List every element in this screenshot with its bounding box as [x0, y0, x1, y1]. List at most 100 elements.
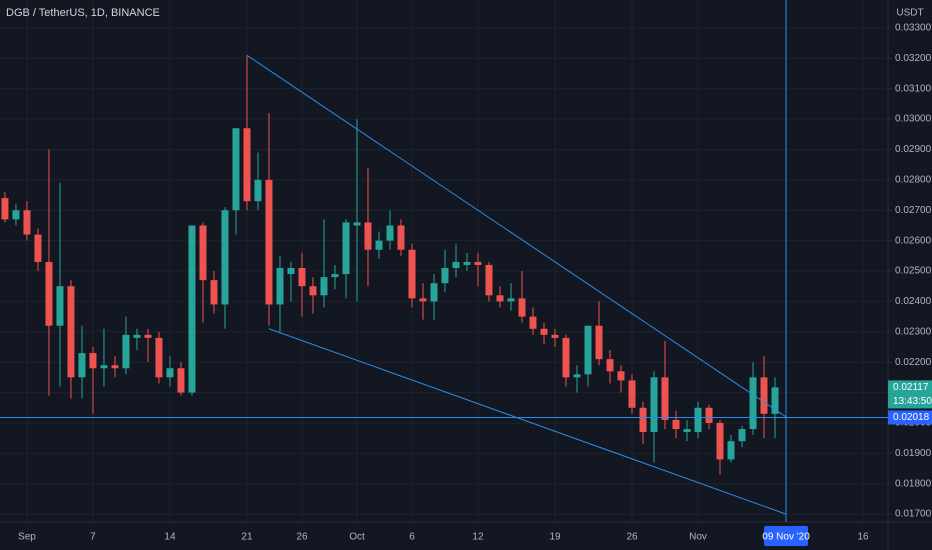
- candle-body: [551, 334, 559, 338]
- x-tick-label: 16: [857, 532, 869, 543]
- y-tick-label: 0.03200: [895, 53, 932, 64]
- candle-body: [573, 374, 581, 378]
- candle-body: [144, 334, 152, 338]
- candle-body: [529, 316, 537, 329]
- candle-body: [199, 225, 207, 281]
- candle-body: [419, 298, 427, 302]
- x-tick-label: 7: [90, 532, 96, 543]
- y-tick-label: 0.02200: [895, 357, 932, 368]
- candle-body: [89, 353, 97, 369]
- candle-body: [34, 234, 42, 262]
- candle-body: [617, 371, 625, 381]
- countdown-label: 13:43:50: [893, 396, 932, 407]
- candle-body: [287, 267, 295, 275]
- candle-body: [221, 210, 229, 305]
- candle-body: [254, 179, 262, 202]
- y-tick-label: 0.01800: [895, 478, 932, 489]
- y-tick-label: 0.02700: [895, 205, 932, 216]
- y-tick-label: 0.03000: [895, 114, 932, 125]
- candle-body: [584, 325, 592, 375]
- y-tick-label: 0.02400: [895, 296, 932, 307]
- candle-body: [133, 334, 141, 338]
- candle-body: [650, 377, 658, 433]
- x-tick-label: Sep: [18, 532, 36, 543]
- price-line-box: [888, 410, 932, 425]
- candle-body: [408, 249, 416, 299]
- y-tick-label: 0.02300: [895, 326, 932, 337]
- candle-body: [705, 407, 713, 423]
- candle-body: [298, 267, 306, 287]
- candle-body: [760, 377, 768, 414]
- candle-body: [683, 429, 691, 433]
- x-tick-label: 26: [296, 532, 308, 543]
- y-tick-label: 0.03300: [895, 23, 932, 34]
- candle-body: [452, 261, 460, 268]
- candle-body: [595, 325, 603, 360]
- candle-body: [441, 267, 449, 284]
- candle-body: [474, 261, 482, 265]
- candle-body: [309, 286, 317, 296]
- chart-title: DGB / TetherUS, 1D, BINANCE: [6, 7, 160, 19]
- candle-body: [210, 280, 218, 305]
- x-tick-label: Nov: [689, 532, 707, 543]
- candle-body: [727, 441, 735, 460]
- candle-body: [320, 277, 328, 296]
- candle-body: [771, 387, 779, 414]
- candle-body: [56, 286, 64, 326]
- candle-body: [23, 210, 31, 235]
- candle-body: [276, 267, 284, 305]
- candle-body: [694, 407, 702, 433]
- candle-body: [111, 365, 119, 369]
- x-tick-label: 12: [472, 532, 484, 543]
- candle-body: [716, 422, 724, 460]
- trendline: [268, 328, 787, 515]
- candle-body: [188, 225, 196, 393]
- candle-body: [375, 240, 383, 250]
- candle-body: [265, 179, 273, 305]
- candle-body: [353, 222, 361, 226]
- candle-body: [67, 286, 75, 378]
- candle-body: [397, 225, 405, 250]
- candle-body: [672, 419, 680, 430]
- candle-body: [430, 283, 438, 302]
- crosshair-date-box: [764, 526, 809, 546]
- candle-body: [243, 128, 251, 202]
- candle-body: [12, 210, 20, 220]
- last-price-box: [888, 380, 932, 395]
- candle-body: [661, 377, 669, 420]
- price-line-label: 0.02018: [893, 412, 930, 423]
- candle-body: [386, 225, 394, 241]
- last-price-label: 0.02117: [893, 382, 929, 393]
- candle-body: [166, 368, 174, 378]
- candle-body: [606, 359, 614, 372]
- candle-body: [507, 298, 515, 302]
- y-tick-label: 0.03100: [895, 83, 932, 94]
- y-tick-label: 0.02800: [895, 175, 932, 186]
- y-tick-label: 0.02500: [895, 266, 932, 277]
- candle-body: [342, 222, 350, 275]
- y-tick-label: 0.02900: [895, 144, 932, 155]
- candle-body: [463, 261, 471, 265]
- candle-body: [639, 407, 647, 433]
- x-tick-label: 14: [164, 532, 176, 543]
- x-tick-label: 26: [626, 532, 638, 543]
- y-tick-label: 0.01700: [895, 509, 932, 520]
- candle-body: [232, 128, 240, 211]
- candle-body: [122, 334, 130, 369]
- candle-body: [177, 368, 185, 393]
- candle-body: [540, 328, 548, 335]
- candle-body: [364, 222, 372, 250]
- candle-body: [485, 264, 493, 296]
- x-tick-label: 19: [549, 532, 561, 543]
- candle-body: [331, 274, 339, 278]
- candle-body: [738, 429, 746, 442]
- candle-body: [155, 337, 163, 378]
- currency-label: USDT: [896, 8, 923, 19]
- x-tick-label: 6: [409, 532, 415, 543]
- y-tick-label: 0.01900: [895, 448, 932, 459]
- x-tick-label: Oct: [349, 532, 365, 543]
- candle-body: [78, 353, 86, 378]
- y-tick-label: 0.02600: [895, 235, 932, 246]
